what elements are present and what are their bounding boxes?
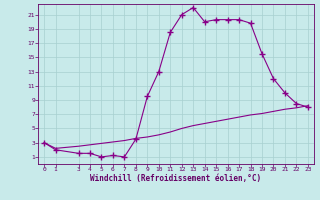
- X-axis label: Windchill (Refroidissement éolien,°C): Windchill (Refroidissement éolien,°C): [91, 174, 261, 183]
